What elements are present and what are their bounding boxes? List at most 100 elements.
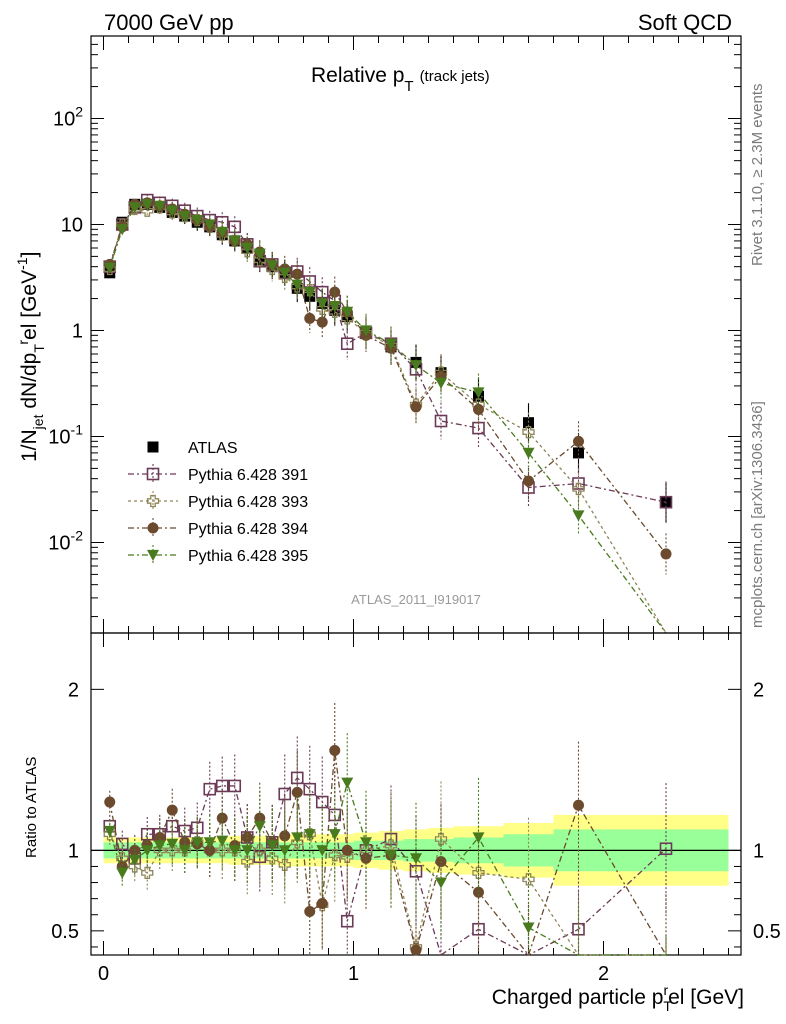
- y-tick-label-main: 1: [72, 320, 83, 342]
- ratio-point: [166, 838, 179, 850]
- ratio-point: [203, 782, 217, 796]
- ratio-point: [291, 836, 304, 849]
- ratio-series-p395: [103, 733, 667, 956]
- data-point: [253, 254, 266, 267]
- data-point: [573, 435, 584, 447]
- data-point: [191, 214, 204, 227]
- ratio-point: [385, 850, 397, 862]
- ratio-point: [179, 836, 191, 848]
- ratio-point: [315, 795, 329, 809]
- data-point: [523, 417, 534, 429]
- ratio-panel: 0.5 0.5 1 1 2 2 0 1 2: [51, 632, 781, 985]
- series-line: [109, 206, 667, 634]
- category-label: Soft QCD: [638, 10, 732, 35]
- y-tick-label-ratio: 1: [68, 840, 79, 862]
- ratio-point: [128, 860, 141, 873]
- ratio-point: [659, 842, 673, 856]
- ratio-point: [291, 786, 303, 798]
- data-point: [410, 401, 422, 413]
- ratio-point: [316, 845, 329, 857]
- data-point: [141, 204, 154, 217]
- data-point: [341, 306, 354, 318]
- data-point: [572, 482, 585, 496]
- legend-item-p394: Pythia 6.428 394: [128, 518, 308, 538]
- ratio-point: [241, 845, 254, 857]
- plot-title: Relative pT(track jets): [311, 64, 490, 95]
- data-point: [278, 267, 291, 279]
- ratio-point: [104, 796, 116, 808]
- ratio-point: [216, 835, 229, 847]
- data-point: [316, 298, 329, 310]
- data-point: [385, 338, 397, 350]
- ratio-point: [435, 877, 447, 889]
- ratio-point: [329, 745, 341, 757]
- data-point: [340, 337, 354, 351]
- data-point: [316, 302, 329, 315]
- data-point: [435, 377, 447, 389]
- ratio-point: [472, 832, 485, 844]
- legend-label: ATLAS: [188, 440, 238, 457]
- y-tick-label-main: 10-1: [48, 421, 83, 448]
- series-line: [109, 202, 667, 555]
- series-line: [109, 203, 667, 634]
- ratio-point: [216, 812, 228, 824]
- ratio-point: [266, 852, 279, 865]
- legend-label: Pythia 6.428 393: [188, 494, 308, 511]
- data-point: [128, 202, 141, 214]
- data-point: [203, 219, 216, 231]
- ratio-point: [141, 845, 154, 857]
- ratio-line: [109, 833, 666, 956]
- ratio-point: [228, 845, 241, 857]
- legend-item-p391: Pythia 6.428 391: [128, 464, 308, 484]
- data-point: [472, 387, 485, 399]
- ratio-point: [253, 821, 266, 833]
- data-point: [328, 305, 341, 318]
- data-point: [241, 242, 254, 255]
- ratio-line: [109, 780, 666, 956]
- x-tick-label: 2: [598, 963, 609, 985]
- ratio-point: [204, 844, 216, 856]
- analysis-id: ATLAS_2011_I919017: [351, 592, 481, 607]
- ratio-point: [278, 858, 291, 871]
- legend-marker: [147, 549, 159, 561]
- data-point: [303, 287, 316, 299]
- y-axis-label-ratio: Ratio to ATLAS: [23, 757, 40, 858]
- data-point: [153, 200, 166, 212]
- energy-label: 7000 GeV pp: [104, 10, 234, 35]
- data-point: [522, 425, 535, 439]
- data-point: [178, 210, 191, 223]
- data-point: [304, 312, 316, 324]
- main-frame: [90, 35, 742, 634]
- data-point: [660, 548, 672, 560]
- ratio-point: [341, 777, 354, 789]
- y-axis-label-main: 1/Njet dN/dpTrel [GeV-1]: [14, 252, 47, 462]
- ratio-point: [573, 799, 584, 811]
- ratio-point: [215, 779, 229, 793]
- ratio-point: [291, 832, 304, 844]
- mcplots-reference: mcplots.cern.ch [arXiv:1306.3436]: [749, 401, 766, 628]
- ratio-point: [241, 855, 254, 868]
- data-point: [434, 414, 448, 428]
- series-p393: [103, 200, 667, 634]
- ratio-point: [254, 812, 266, 824]
- ratio-point: [522, 922, 535, 934]
- ratio-point: [128, 854, 141, 867]
- main-panel: 10-2 10-1 1 10 102: [48, 35, 742, 634]
- ratio-point: [141, 866, 154, 880]
- legend-label: Pythia 6.428 395: [188, 548, 308, 565]
- legend-marker: [147, 441, 159, 453]
- ratio-point: [360, 852, 372, 864]
- data-point: [116, 224, 129, 236]
- data-point: [141, 199, 154, 211]
- ratio-point: [166, 844, 179, 857]
- y-tick-label-main: 10-2: [48, 527, 83, 554]
- legend-item-p393: Pythia 6.428 393: [128, 491, 308, 511]
- legend-item-atlas: ATLAS: [147, 440, 238, 457]
- data-point: [473, 403, 484, 415]
- legend-marker: [147, 522, 159, 534]
- data-point: [166, 205, 179, 217]
- y-tick-label-main: 102: [53, 103, 83, 130]
- data-point: [316, 316, 328, 328]
- legend-label: Pythia 6.428 394: [188, 521, 308, 538]
